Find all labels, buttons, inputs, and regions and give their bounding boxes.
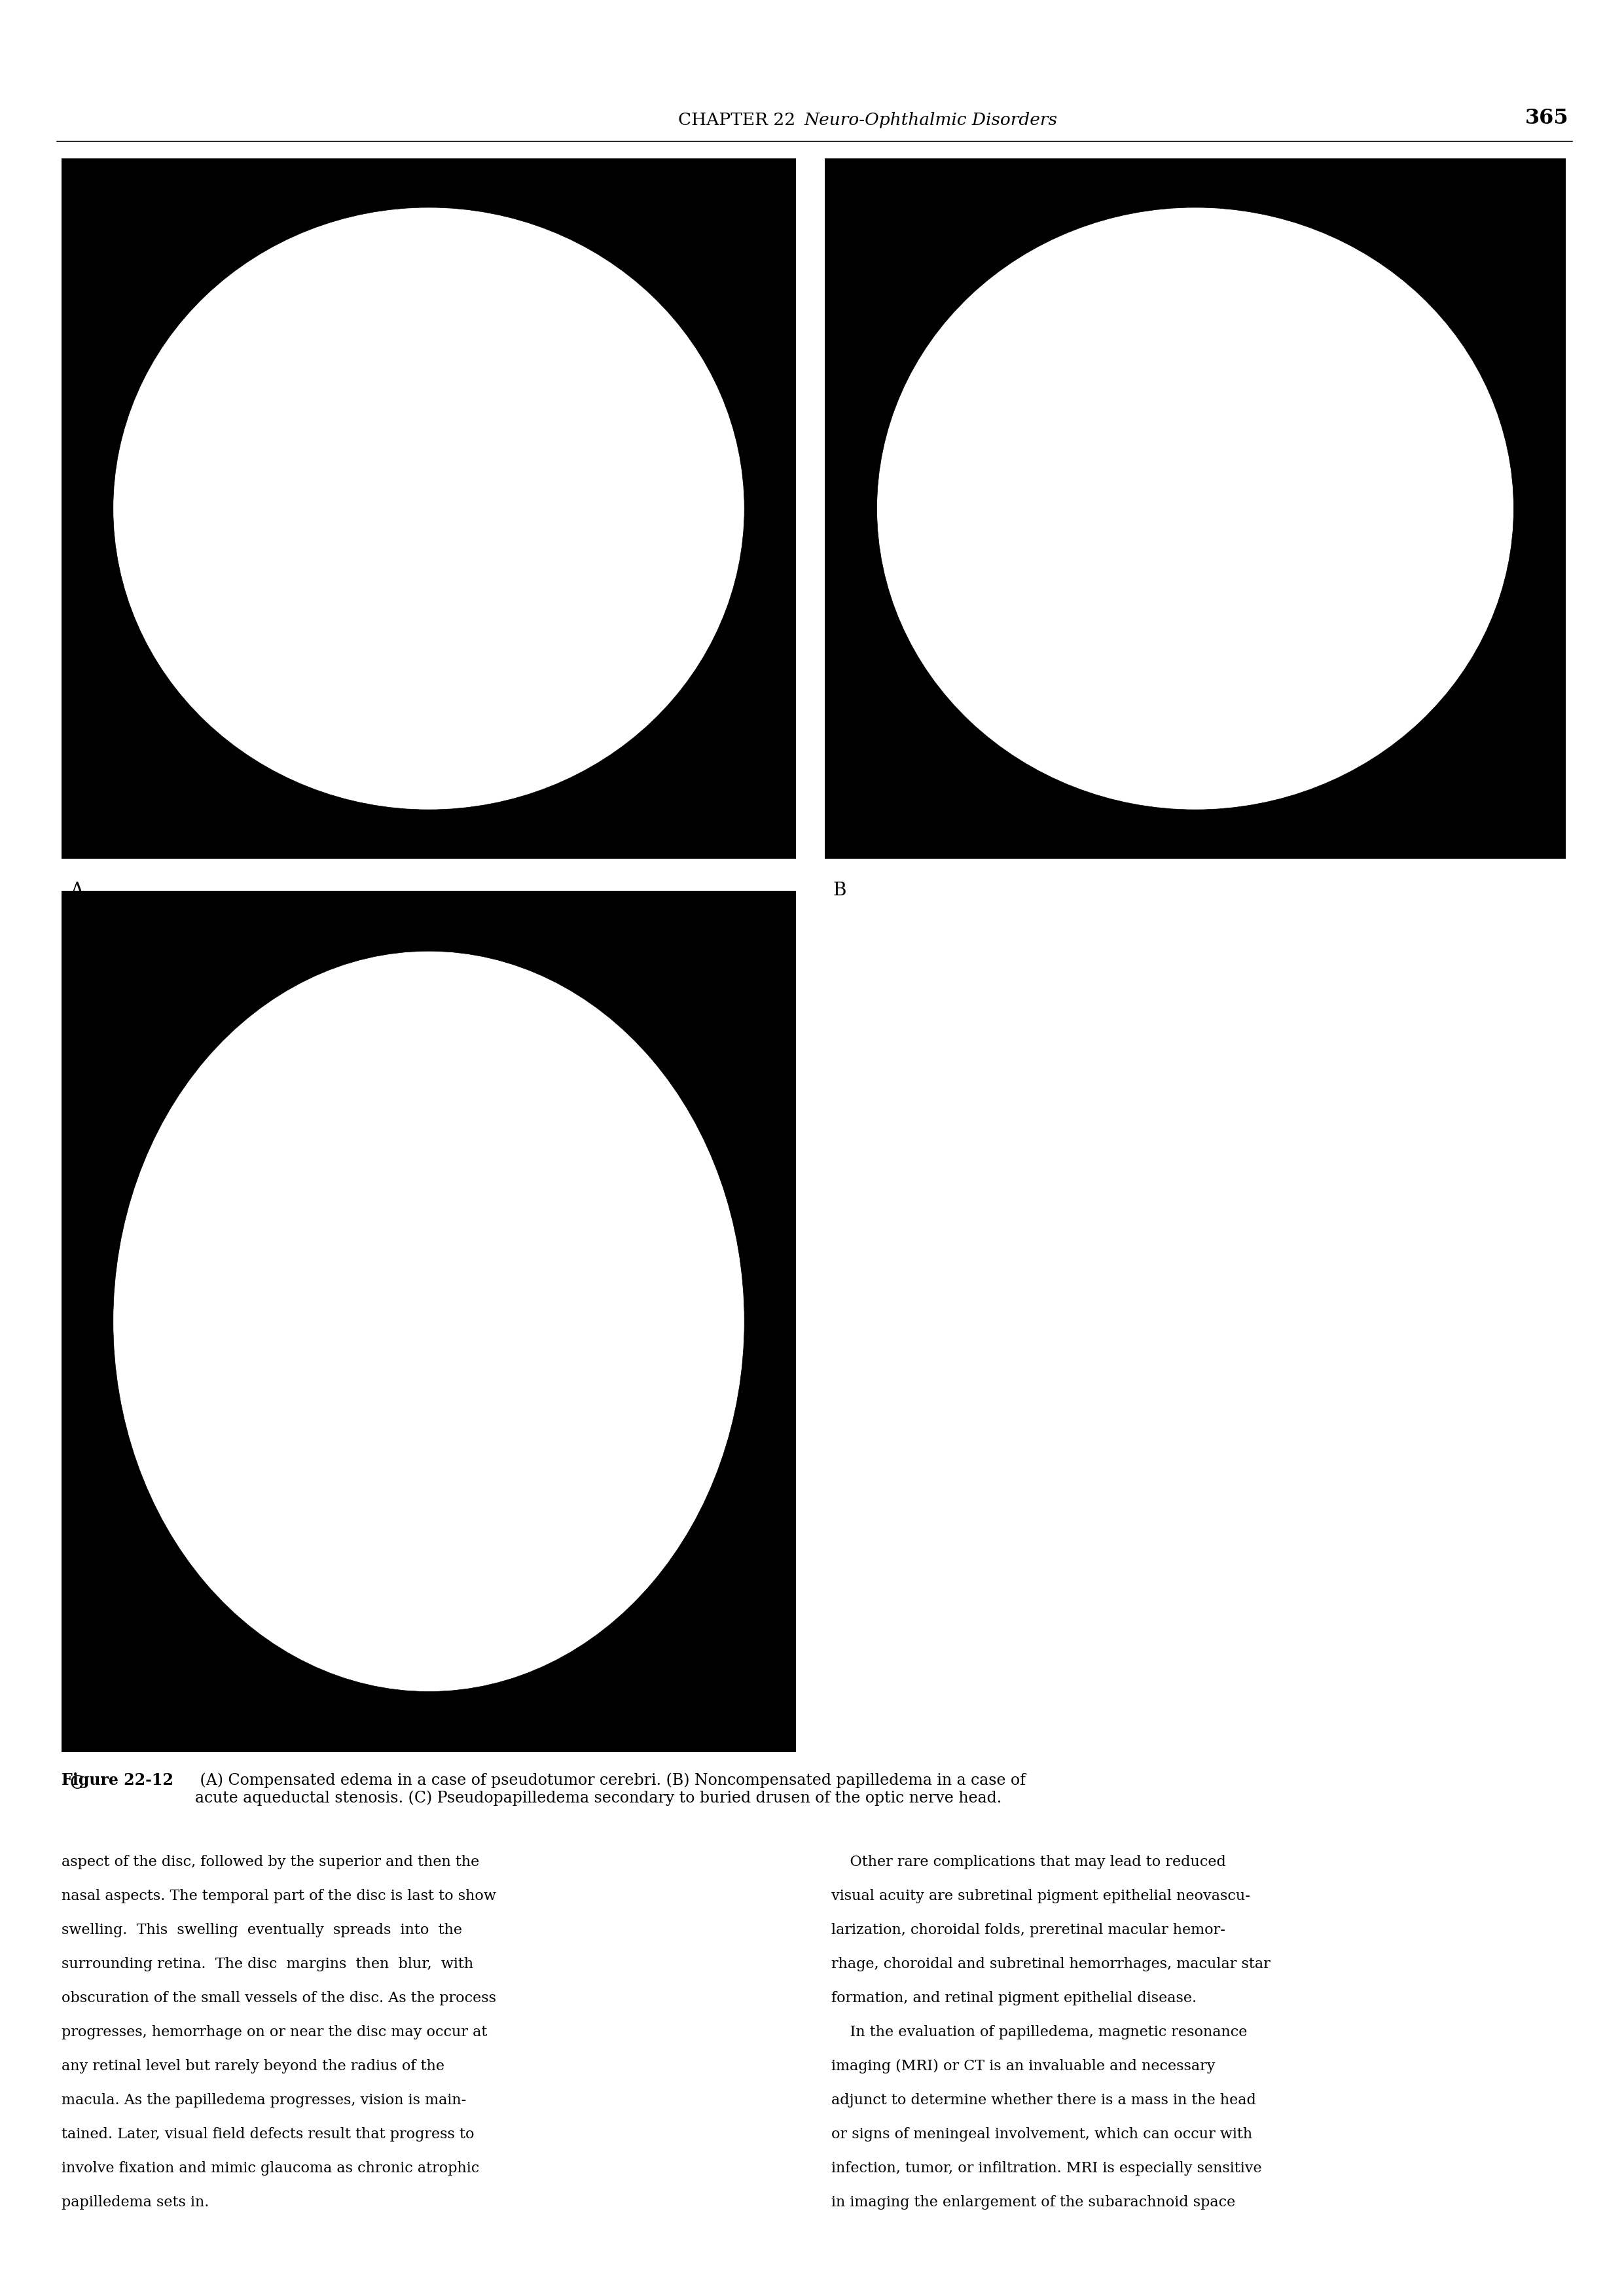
Text: Other rare complications that may lead to reduced: Other rare complications that may lead t… (831, 1855, 1226, 1869)
Text: Figure 22-12: Figure 22-12 (62, 1773, 174, 1789)
Text: tained. Later, visual field defects result that progress to: tained. Later, visual field defects resu… (62, 2126, 474, 2142)
Text: imaging (MRI) or CT is an invaluable and necessary: imaging (MRI) or CT is an invaluable and… (831, 2060, 1215, 2073)
Ellipse shape (114, 951, 744, 1692)
Text: A: A (70, 882, 83, 900)
Text: rhage, choroidal and subretinal hemorrhages, macular star: rhage, choroidal and subretinal hemorrha… (831, 1956, 1270, 1972)
Bar (825, 158, 1566, 859)
Text: B: B (833, 882, 846, 900)
Text: nasal aspects. The temporal part of the disc is last to show: nasal aspects. The temporal part of the … (62, 1890, 497, 1903)
Text: In the evaluation of papilledema, magnetic resonance: In the evaluation of papilledema, magnet… (831, 2025, 1247, 2039)
Text: papilledema sets in.: papilledema sets in. (62, 2195, 209, 2209)
Text: any retinal level but rarely beyond the radius of the: any retinal level but rarely beyond the … (62, 2060, 445, 2073)
Text: swelling.  This  swelling  eventually  spreads  into  the: swelling. This swelling eventually sprea… (62, 1924, 463, 1938)
Text: involve fixation and mimic glaucoma as chronic atrophic: involve fixation and mimic glaucoma as c… (62, 2161, 479, 2174)
Text: 365: 365 (1525, 108, 1569, 129)
Ellipse shape (114, 207, 744, 810)
Text: in imaging the enlargement of the subarachnoid space: in imaging the enlargement of the subara… (831, 2195, 1236, 2209)
Text: (A) Compensated edema in a case of pseudotumor cerebri. (B) Noncompensated papil: (A) Compensated edema in a case of pseud… (195, 1773, 1025, 1805)
Text: infection, tumor, or infiltration. MRI is especially sensitive: infection, tumor, or infiltration. MRI i… (831, 2161, 1262, 2174)
Text: larization, choroidal folds, preretinal macular hemor-: larization, choroidal folds, preretinal … (831, 1924, 1226, 1938)
Bar (62, 158, 796, 859)
Text: visual acuity are subretinal pigment epithelial neovascu-: visual acuity are subretinal pigment epi… (831, 1890, 1250, 1903)
Text: C: C (70, 1775, 84, 1793)
Text: obscuration of the small vessels of the disc. As the process: obscuration of the small vessels of the … (62, 1991, 497, 2004)
Text: Neuro-Ophthalmic Disorders: Neuro-Ophthalmic Disorders (804, 113, 1057, 129)
Bar (62, 891, 796, 1752)
Text: macula. As the papilledema progresses, vision is main-: macula. As the papilledema progresses, v… (62, 2094, 466, 2108)
Text: formation, and retinal pigment epithelial disease.: formation, and retinal pigment epithelia… (831, 1991, 1197, 2004)
Text: aspect of the disc, followed by the superior and then the: aspect of the disc, followed by the supe… (62, 1855, 479, 1869)
Text: CHAPTER 22: CHAPTER 22 (677, 113, 804, 129)
Text: surrounding retina.  The disc  margins  then  blur,  with: surrounding retina. The disc margins the… (62, 1956, 474, 1972)
Text: or signs of meningeal involvement, which can occur with: or signs of meningeal involvement, which… (831, 2126, 1252, 2142)
Text: progresses, hemorrhage on or near the disc may occur at: progresses, hemorrhage on or near the di… (62, 2025, 487, 2039)
Ellipse shape (877, 207, 1514, 810)
Text: adjunct to determine whether there is a mass in the head: adjunct to determine whether there is a … (831, 2094, 1257, 2108)
